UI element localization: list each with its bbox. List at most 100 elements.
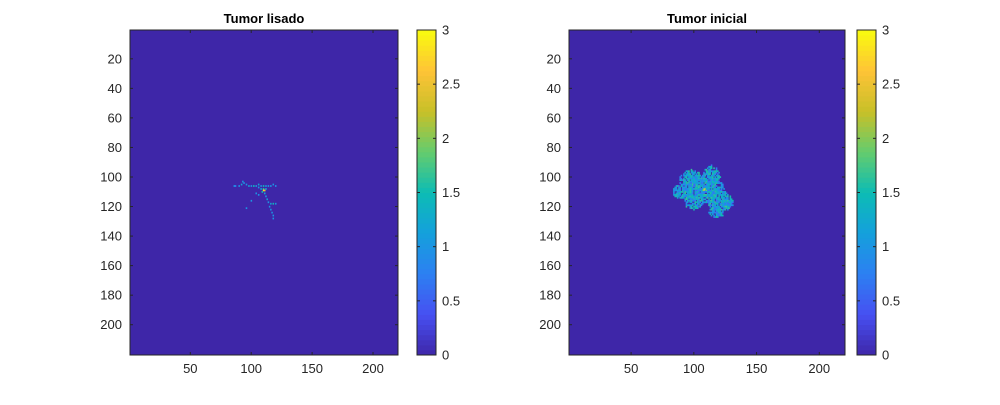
heatmap-cell xyxy=(705,173,708,176)
heatmap-cell xyxy=(699,196,702,199)
heatmap-cell xyxy=(713,198,715,201)
heatmap-cell xyxy=(713,199,715,202)
heatmap-cell xyxy=(713,214,715,217)
heatmap-cell xyxy=(696,195,699,198)
heatmap-cell xyxy=(727,201,729,204)
colorbar-band xyxy=(417,263,436,270)
heatmap-cell xyxy=(704,168,707,171)
heatmap-cell xyxy=(713,202,715,205)
heatmap-cell xyxy=(681,189,684,192)
heatmap-cell xyxy=(705,177,708,180)
heatmap-cell xyxy=(715,205,718,208)
colorbar-tick-label: 1 xyxy=(442,239,449,254)
colorbar-band xyxy=(417,101,436,107)
heatmap-cell xyxy=(715,189,718,192)
colorbar-band xyxy=(857,101,876,107)
colorbar-band xyxy=(417,304,436,310)
heatmap-cell xyxy=(710,207,713,210)
heatmap-cell xyxy=(709,173,712,176)
colorbar-band xyxy=(417,258,436,265)
heatmap-cell xyxy=(238,185,240,187)
heatmap-cell xyxy=(690,186,693,189)
heatmap-cell xyxy=(708,199,710,202)
heatmap-cell xyxy=(710,170,713,173)
heatmap-cell xyxy=(696,199,699,202)
heatmap-cell xyxy=(700,185,703,187)
heatmap-cell xyxy=(689,173,691,176)
heatmap-cell xyxy=(698,174,700,177)
heatmap-cell xyxy=(272,202,275,205)
heatmap-cell xyxy=(696,204,699,207)
heatmap-cell xyxy=(257,183,260,186)
heatmap-cell xyxy=(707,170,709,173)
heatmap-cell xyxy=(705,191,708,193)
colorbar-tick-label: 0 xyxy=(882,348,889,363)
colorbar-band xyxy=(417,136,436,143)
heatmap-cell xyxy=(698,188,700,190)
heatmap-cell xyxy=(267,201,270,204)
x-tick-label: 150 xyxy=(301,361,323,376)
heatmap-cell xyxy=(265,195,267,198)
heatmap-cell xyxy=(714,182,717,184)
colorbar-band xyxy=(857,136,876,143)
heatmap-cell xyxy=(712,202,714,205)
heatmap-cell xyxy=(718,213,720,215)
heatmap-cell xyxy=(676,185,679,187)
heatmap-cell xyxy=(698,173,700,176)
heatmap-cell xyxy=(694,176,697,179)
heatmap-cell xyxy=(688,204,690,207)
heatmap-cell xyxy=(689,199,691,202)
heatmap-cell xyxy=(686,183,689,186)
heatmap-cell xyxy=(245,183,248,186)
axes-frame xyxy=(568,29,846,356)
colorbar-band xyxy=(417,50,436,56)
heatmap-cell xyxy=(695,196,698,199)
x-tick-label: 200 xyxy=(808,361,830,376)
heatmap-cell xyxy=(689,195,691,198)
heatmap-cell xyxy=(688,185,690,187)
heatmap-cell xyxy=(720,211,723,214)
heatmap-cell xyxy=(719,204,722,207)
heatmap-cell xyxy=(274,185,277,187)
colorbar-band xyxy=(417,299,436,305)
heatmap-cell xyxy=(703,198,705,201)
heatmap-cell xyxy=(715,179,718,181)
heatmap-cell xyxy=(704,179,707,181)
heatmap-cell xyxy=(725,199,728,202)
heatmap-cell xyxy=(696,189,699,192)
heatmap-cell xyxy=(724,204,727,207)
y-tick-label: 100 xyxy=(100,169,122,184)
heatmap-cell xyxy=(723,208,725,211)
heatmap-cell xyxy=(714,180,717,183)
heatmap-cell xyxy=(704,191,707,193)
heatmap-cell xyxy=(685,173,688,176)
heatmap-cell xyxy=(694,195,697,198)
heatmap-cell xyxy=(703,185,705,187)
heatmap-cell xyxy=(272,214,275,217)
heatmap-cell xyxy=(695,188,698,190)
heatmap-cell xyxy=(701,198,704,201)
heatmap-cell xyxy=(718,189,720,192)
heatmap-cell xyxy=(681,195,684,198)
heatmap-cell xyxy=(707,191,709,193)
heatmap-cell xyxy=(724,193,727,196)
heatmap-cell xyxy=(722,192,724,195)
heatmap-cell xyxy=(715,195,718,198)
heatmap-cell xyxy=(694,183,697,186)
heatmap-cell xyxy=(695,204,698,207)
heatmap-cell xyxy=(260,188,262,190)
heatmap-cell xyxy=(708,186,710,189)
colorbar-band xyxy=(417,187,436,193)
heatmap-cell xyxy=(679,196,681,199)
heatmap-cell xyxy=(689,205,691,208)
heatmap-cell xyxy=(727,205,729,208)
heatmap-cell xyxy=(695,179,698,181)
heatmap-cell xyxy=(676,191,679,193)
heatmap-cell xyxy=(705,186,708,189)
heatmap-cell xyxy=(708,165,710,168)
heatmap-cell xyxy=(723,201,725,204)
heatmap-cell xyxy=(705,201,708,204)
heatmap-cell xyxy=(709,199,712,202)
heatmap-cell xyxy=(688,193,690,196)
heatmap-cell xyxy=(681,183,684,186)
